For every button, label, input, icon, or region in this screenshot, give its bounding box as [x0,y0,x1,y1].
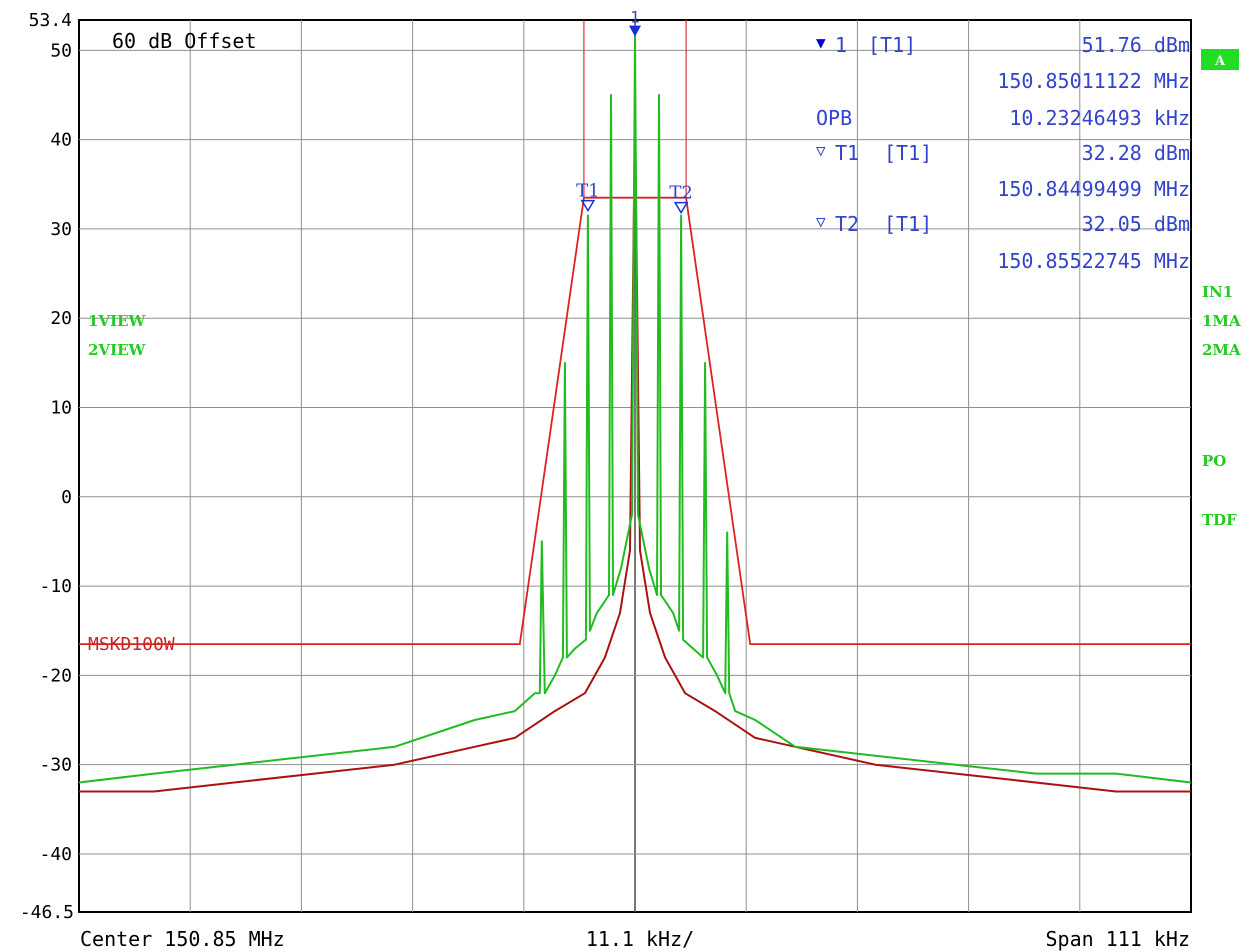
marker-t1-freq: 150.84499499 MHz [997,177,1190,201]
y-top-label: 53.4 [29,10,72,31]
y-tick-label: -40 [39,844,72,865]
center-frequency-label: Center 150.85 MHz [80,927,285,951]
side-label-tdf: TDF [1202,511,1237,529]
view-label-1: 1VIEW [88,312,147,330]
y-tick-label: 30 [50,219,72,240]
side-label-in1: IN1 [1202,283,1233,301]
y-tick-label: -20 [39,665,72,686]
offset-label: 60 dB Offset [112,29,257,53]
marker-t1-label: T1 [835,141,859,165]
opb-label: OPB [816,106,852,130]
side-label-2ma: 2MA [1202,341,1241,359]
y-tick-label: 10 [50,398,72,419]
marker-symbol [580,199,596,213]
marker-t1-value: 32.28 dBm [1082,141,1190,165]
marker-1-label: 1 [835,33,847,57]
marker-symbol [629,25,641,37]
side-box-a-label: A [1214,54,1226,69]
side-box-a [1201,49,1239,70]
marker-t2-freq: 150.85522745 MHz [997,249,1190,273]
marker-label: T1 [576,181,599,202]
limit-line-name: MSKD100W [88,634,175,655]
marker-t2-value: 32.05 dBm [1082,212,1190,236]
y-tick-label: 40 [50,130,72,151]
traces [78,36,1192,793]
y-bottom-label: -46.5 [20,902,74,923]
view-label-2: 2VIEW [88,341,147,359]
y-tick-label: -30 [39,755,72,776]
markers: 1 T1 T2 [576,8,693,215]
marker-label: 1 [630,8,640,27]
y-tick-label: 50 [50,40,72,61]
marker-t1-trace: [T1] [884,141,932,165]
y-tick-label: 0 [61,487,72,508]
marker-1-freq: 150.85011122 MHz [997,69,1190,93]
marker-1-value: 51.76 dBm [1082,33,1190,57]
y-axis-labels: 50 40 30 20 10 0 -10 -20 -30 -40 53.4 -46.5 [20,10,74,923]
y-tick-label: -10 [39,576,72,597]
marker-t2-symbol: ▽ [816,212,826,231]
opb-value: 10.23246493 kHz [1009,106,1190,130]
span-label: Span 111 kHz [1046,927,1191,951]
marker-t2-label: T2 [835,212,859,236]
trace-line [78,36,1192,784]
marker-t1-symbol: ▽ [816,141,826,160]
marker-1-symbol: ▼ [816,33,826,52]
marker-symbol [673,201,689,215]
y-tick-label: 20 [50,308,72,329]
marker-t2-trace: [T1] [884,212,932,236]
division-label: 11.1 kHz/ [586,927,694,951]
side-label-1ma: 1MA [1202,312,1241,330]
marker-table: ▼ 1 [T1] 51.76 dBm 150.85011122 MHz OPB … [816,33,1190,273]
marker-1-trace: [T1] [868,33,916,57]
side-label-po: PO [1202,452,1226,470]
marker-label: T2 [669,183,692,204]
